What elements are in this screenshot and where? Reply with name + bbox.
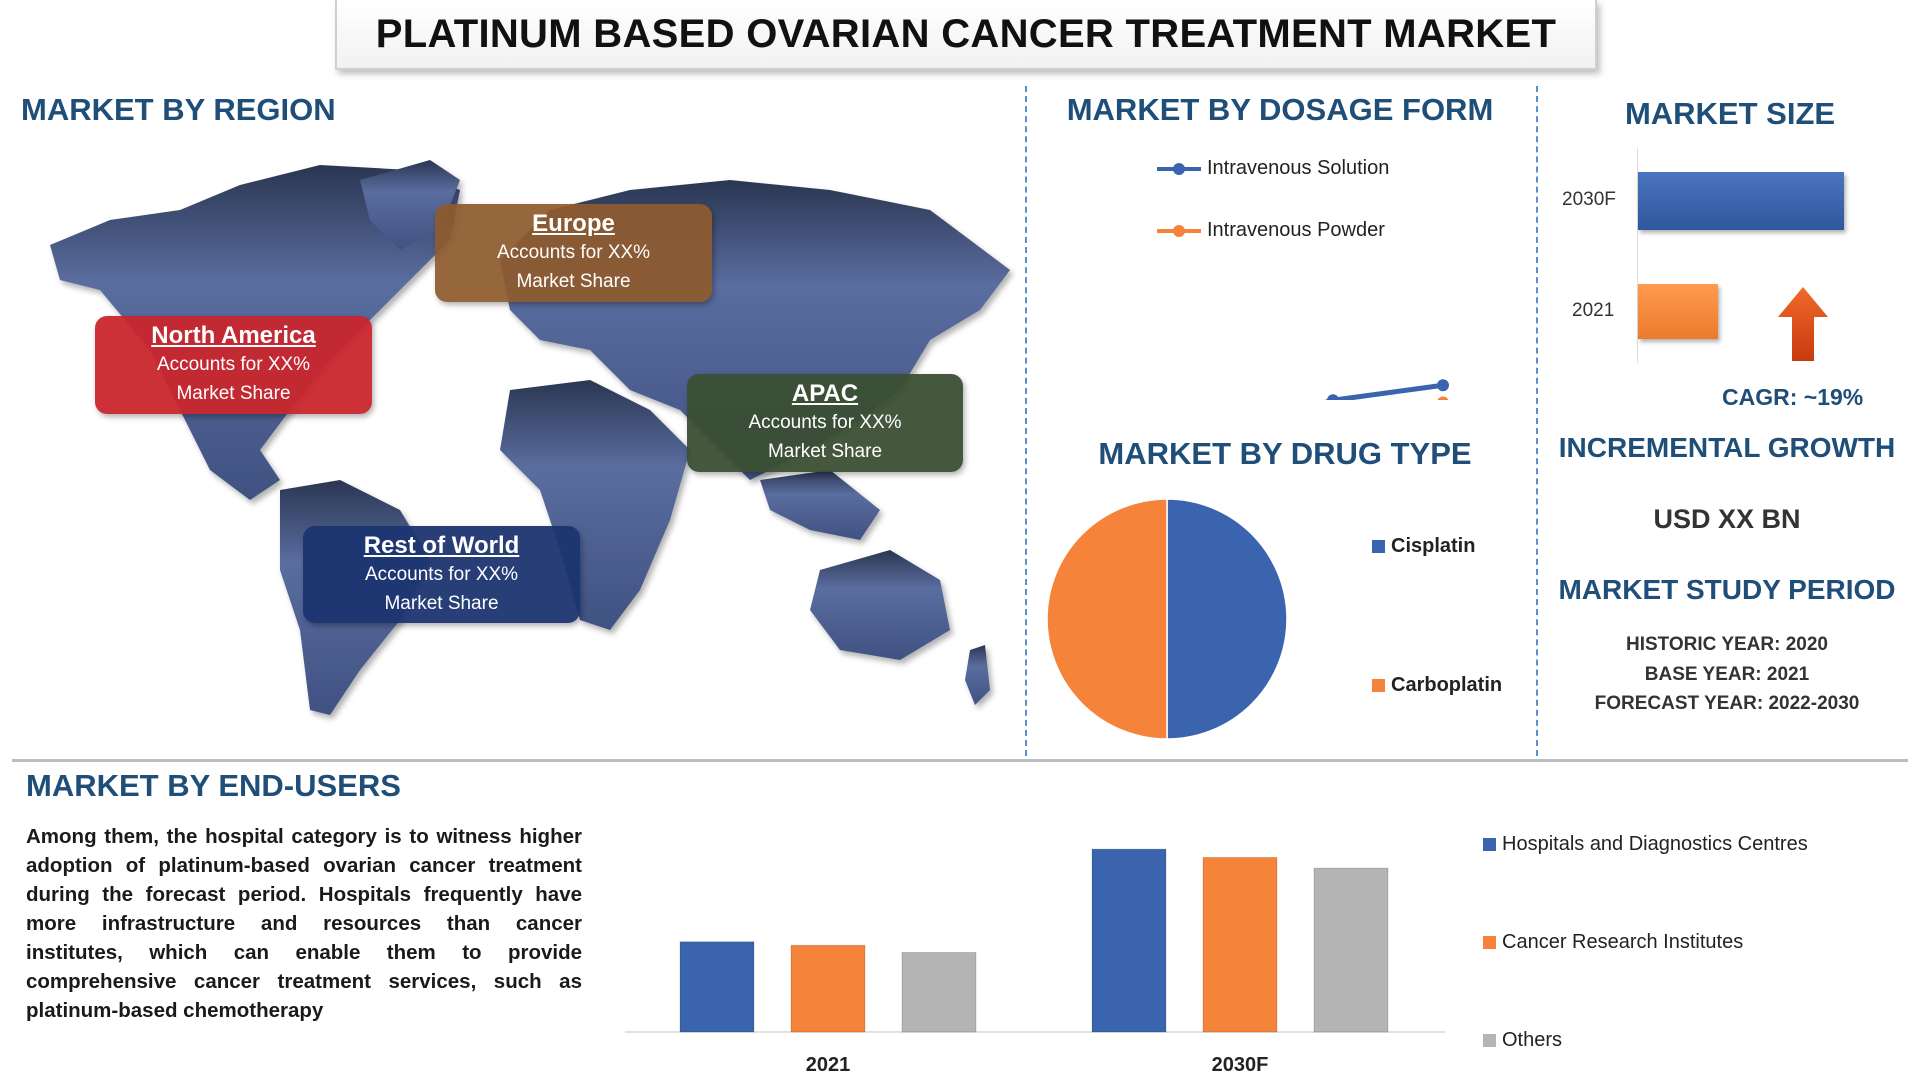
divider-horizontal — [12, 759, 1908, 762]
bar-2021-2 — [901, 951, 977, 1033]
line-series-0 — [1324, 382, 1444, 400]
divider-region-dosage — [1025, 86, 1027, 756]
new-zealand-shape — [965, 645, 990, 705]
legend-cancer-research: Cancer Research Institutes — [1483, 931, 1743, 954]
callout-apac-line2: Market Share — [767, 441, 883, 462]
legend-intravenous-solution-label: Intravenous Solution — [1207, 157, 1390, 179]
end-users-heading: MARKET BY END-USERS — [26, 768, 401, 803]
bar-2021-0 — [679, 941, 755, 1033]
divider-dosage-size — [1536, 86, 1538, 756]
historic-year: HISTORIC YEAR: 2020 — [1625, 634, 1829, 655]
end-users-bar-chart: 2021 2030F — [625, 848, 1445, 1076]
pie-slice-cisplatin — [1166, 498, 1288, 740]
callout-rest-of-world-line2: Market Share — [384, 592, 499, 614]
x-tick-label-2030F: 2030F — [1212, 1054, 1269, 1076]
infographic-title-box: PLATINUM BASED OVARIAN CANCER TREATMENT … — [335, 0, 1597, 70]
cagr-value: CAGR: ~19% — [1722, 384, 1864, 410]
legend-line-marker-orange-icon — [1157, 224, 1201, 237]
legend-intravenous-solution: Intravenous Solution — [1157, 157, 1389, 180]
dosage-heading: MARKET BY DOSAGE FORM — [1066, 92, 1494, 127]
market-size-label-2021: 2021 — [1572, 300, 1615, 321]
callout-north-america-title: North America — [151, 322, 316, 349]
market-size-axis — [1637, 148, 1638, 363]
callout-europe-title: Europe — [532, 210, 615, 237]
legend-line-marker-blue-icon — [1157, 162, 1201, 175]
end-users-description: Among them, the hospital category is to … — [26, 825, 582, 1022]
line-point-1-3 — [1437, 396, 1449, 400]
callout-europe-line1: Accounts for XX% — [496, 242, 651, 263]
bar-2030F-2 — [1313, 867, 1389, 1033]
market-size-bar-2021 — [1638, 284, 1719, 339]
incremental-growth-value: USD XX BN — [1653, 504, 1801, 534]
callout-europe: Europe Accounts for XX% Market Share — [435, 204, 712, 302]
legend-intravenous-powder-label: Intravenous Powder — [1207, 219, 1385, 241]
legend-hospitals: Hospitals and Diagnostics Centres — [1483, 833, 1808, 856]
southeast-asia-shape — [760, 470, 880, 540]
australia-shape — [810, 550, 950, 660]
growth-arrow-up-icon — [1778, 287, 1828, 361]
base-year: BASE YEAR: 2021 — [1644, 664, 1810, 685]
pie-slice-carboplatin — [1046, 498, 1168, 740]
x-tick-label-2021: 2021 — [806, 1054, 851, 1076]
callout-apac-title: APAC — [791, 380, 859, 407]
bar-2030F-0 — [1091, 848, 1167, 1033]
drug-type-pie-chart — [1046, 498, 1288, 740]
callout-rest-of-world-title: Rest of World — [363, 531, 520, 559]
dosage-line-chart — [1324, 379, 1449, 400]
callout-north-america: North America Accounts for XX% Market Sh… — [95, 316, 372, 414]
bar-2030F-1 — [1202, 856, 1278, 1033]
africa-shape — [500, 380, 690, 630]
legend-cancer-research-label: Cancer Research Institutes — [1502, 931, 1744, 953]
callout-apac-line1: Accounts for XX% — [748, 412, 902, 433]
market-size-label-2030f: 2030F — [1562, 189, 1616, 210]
infographic-title: PLATINUM BASED OVARIAN CANCER TREATMENT … — [375, 11, 1557, 56]
market-size-heading: MARKET SIZE — [1624, 96, 1836, 131]
legend-cisplatin-label: Cisplatin — [1391, 535, 1476, 557]
callout-north-america-line1: Accounts for XX% — [156, 354, 311, 375]
legend-carboplatin: Carboplatin — [1372, 674, 1502, 697]
study-period-heading: MARKET STUDY PERIOD — [1558, 574, 1896, 605]
legend-square-orange-icon — [1372, 679, 1385, 692]
forecast-year: FORECAST YEAR: 2022-2030 — [1594, 693, 1860, 714]
legend-others-label: Others — [1502, 1029, 1563, 1051]
legend-square-orange-icon — [1483, 936, 1496, 949]
market-size-bar-2030f — [1638, 172, 1844, 230]
callout-apac: APAC Accounts for XX% Market Share — [687, 374, 963, 472]
drug-type-heading: MARKET BY DRUG TYPE — [1098, 436, 1472, 471]
callout-rest-of-world: Rest of World Accounts for XX% Market Sh… — [303, 526, 580, 623]
legend-cisplatin: Cisplatin — [1372, 535, 1475, 558]
bar-2021-1 — [790, 944, 866, 1033]
legend-square-blue-icon — [1372, 540, 1385, 553]
incremental-growth-heading: INCREMENTAL GROWTH — [1558, 432, 1896, 463]
legend-intravenous-powder: Intravenous Powder — [1157, 219, 1385, 242]
legend-others: Others — [1483, 1029, 1562, 1052]
callout-north-america-line2: Market Share — [176, 383, 291, 404]
legend-square-gray-icon — [1483, 1034, 1496, 1047]
callout-rest-of-world-line1: Accounts for XX% — [364, 563, 519, 585]
legend-square-blue-icon — [1483, 838, 1496, 851]
legend-hospitals-label: Hospitals and Diagnostics Centres — [1502, 833, 1808, 855]
line-point-0-2 — [1327, 394, 1339, 400]
legend-carboplatin-label: Carboplatin — [1391, 674, 1503, 696]
line-point-0-3 — [1437, 379, 1449, 392]
region-heading: MARKET BY REGION — [21, 92, 336, 127]
callout-europe-line2: Market Share — [516, 271, 631, 292]
